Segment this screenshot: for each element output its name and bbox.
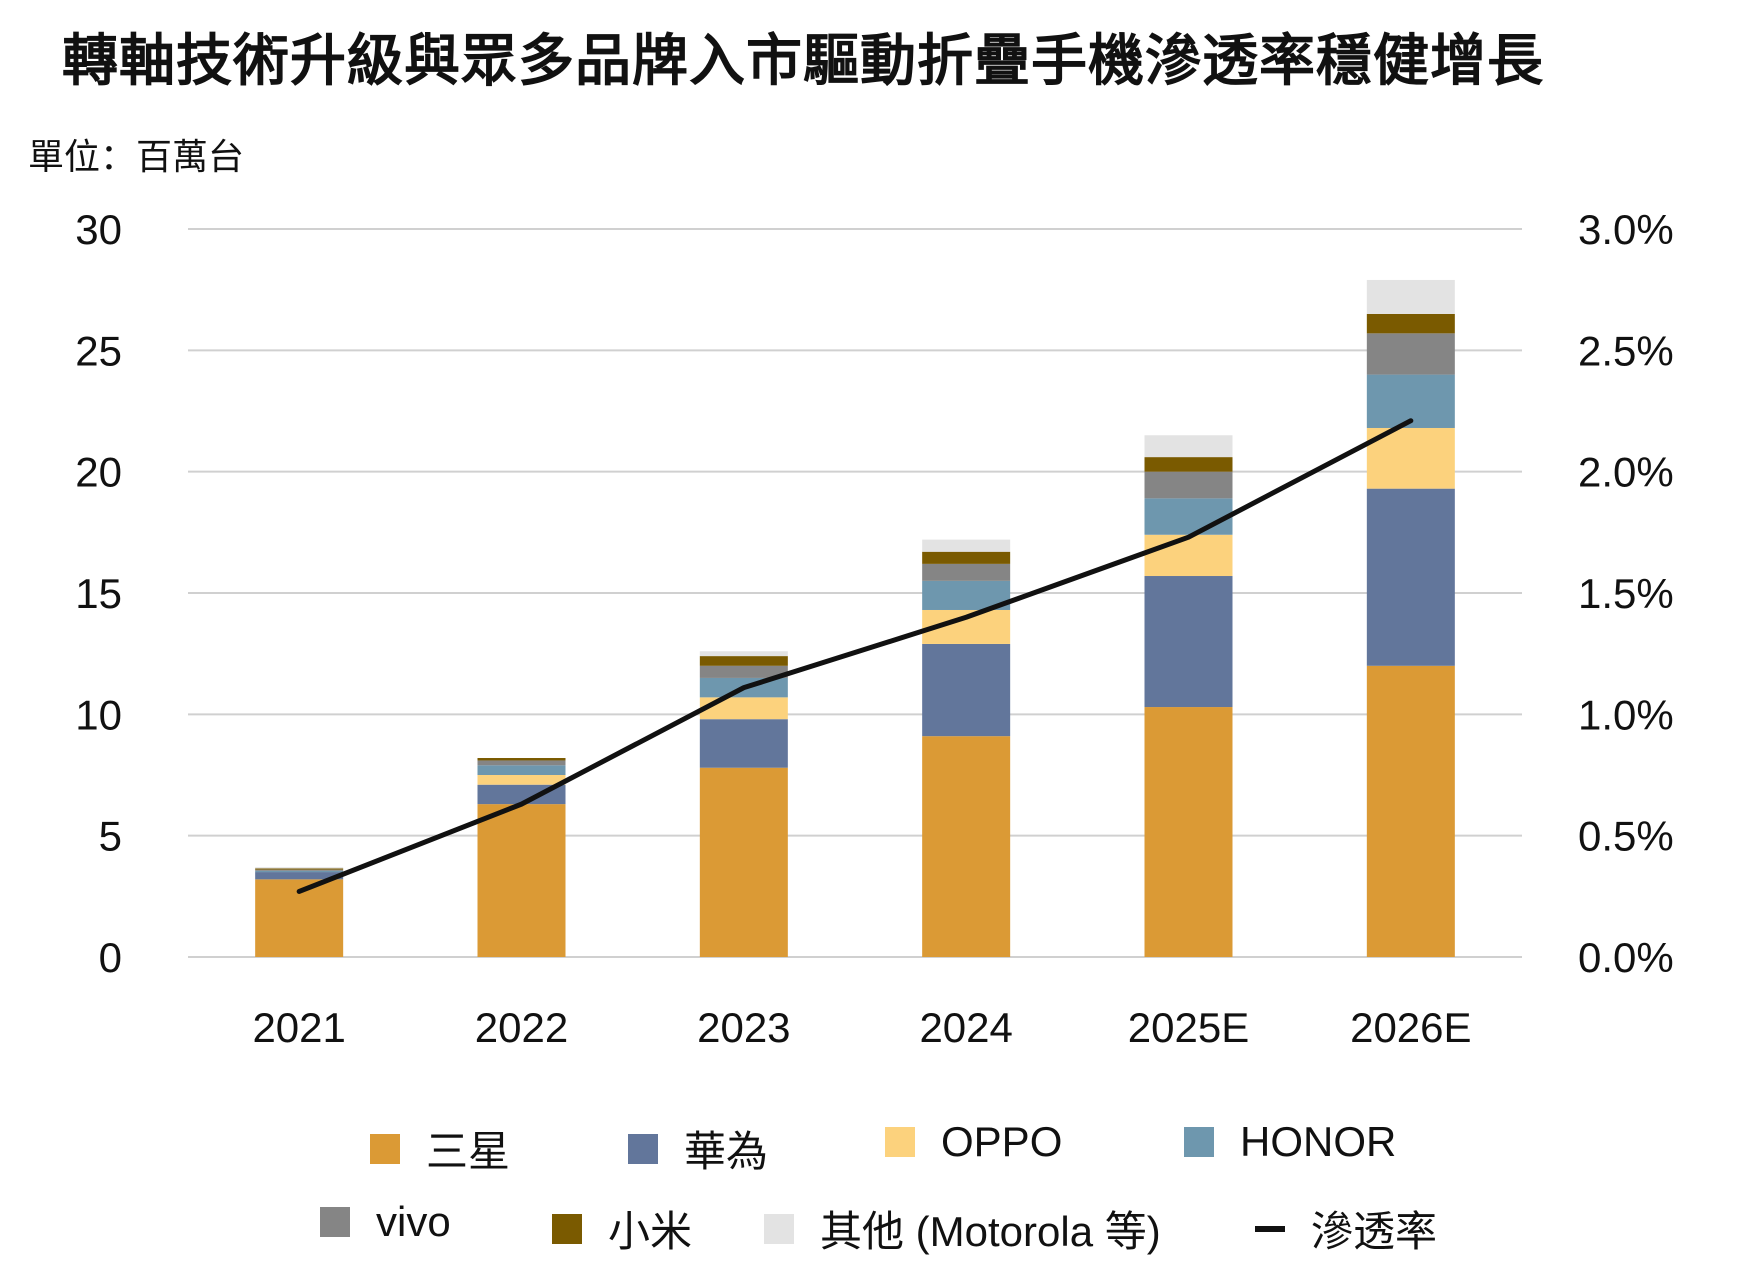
bar-segment (1144, 471, 1233, 499)
bar-segment (255, 868, 344, 870)
right-axis-ticks: 0.0% 0.5% 1.0% 1.5% 2.0% 2.5% 3.0% (1578, 206, 1674, 981)
bar-segment (1144, 707, 1233, 957)
x-tick-label: 2022 (475, 1004, 568, 1051)
penetration-line-path (296, 418, 1414, 894)
bar-segment (477, 760, 566, 766)
right-tick-label: 0.5% (1578, 813, 1674, 860)
right-tick-label: 1.5% (1578, 570, 1674, 617)
left-axis-ticks: 0 5 10 15 20 25 30 (75, 206, 122, 981)
bar-segment (922, 643, 1011, 737)
bar-segment (477, 758, 566, 761)
right-tick-label: 2.5% (1578, 327, 1674, 374)
bar-segment (477, 765, 566, 775)
bar-segment (1366, 488, 1455, 666)
bar-segment (477, 775, 566, 785)
bar-segment (1366, 333, 1455, 375)
bar-segment (1144, 576, 1233, 708)
bar-segment (1366, 279, 1455, 314)
bar-segment (699, 719, 788, 768)
left-tick-label: 25 (75, 327, 122, 374)
bar-segment (255, 872, 344, 880)
bar-segment (1366, 313, 1455, 334)
bar-segment (477, 784, 566, 805)
x-tick-label: 2021 (252, 1004, 345, 1051)
bar-segment (699, 665, 788, 678)
unit-label: 單位：百萬台 (28, 137, 245, 178)
right-tick-label: 3.0% (1578, 206, 1674, 253)
bar-segment (1144, 457, 1233, 472)
right-tick-label: 1.0% (1578, 691, 1674, 738)
x-axis-ticks: 2021 2022 2023 2024 2025E 2026E (252, 1004, 1471, 1051)
bar-segment (699, 697, 788, 720)
left-tick-label: 0 (99, 934, 122, 981)
left-tick-label: 20 (75, 449, 122, 496)
bar-segment (922, 551, 1011, 564)
bar-segment (1366, 665, 1455, 957)
x-tick-label: 2026E (1350, 1004, 1471, 1051)
bar-segment (1144, 435, 1233, 458)
penetration-line (296, 418, 1414, 894)
x-tick-label: 2023 (697, 1004, 790, 1051)
bar-segment (922, 539, 1011, 552)
bars (255, 279, 1455, 957)
right-tick-label: 2.0% (1578, 449, 1674, 496)
bar-segment (1144, 498, 1233, 535)
left-tick-label: 30 (75, 206, 122, 253)
bar-segment (255, 870, 344, 873)
bar-segment (922, 563, 1011, 581)
chart-title: 轉軸技術升級與眾多品牌入市驅動折疊手機滲透率穩健增長 (62, 29, 1544, 94)
gridlines (188, 228, 1522, 958)
bar-segment (699, 656, 788, 666)
x-tick-label: 2025E (1128, 1004, 1249, 1051)
left-tick-label: 5 (99, 813, 122, 860)
bar-segment (1144, 534, 1233, 577)
bar-segment (699, 651, 788, 657)
bar-segment (255, 869, 344, 871)
bar-segment (255, 867, 344, 869)
left-tick-label: 10 (75, 691, 122, 738)
left-tick-label: 15 (75, 570, 122, 617)
x-tick-label: 2024 (919, 1004, 1012, 1051)
bar-segment (699, 767, 788, 957)
bar-segment (477, 804, 566, 957)
right-tick-label: 0.0% (1578, 934, 1674, 981)
bar-segment (922, 736, 1011, 957)
